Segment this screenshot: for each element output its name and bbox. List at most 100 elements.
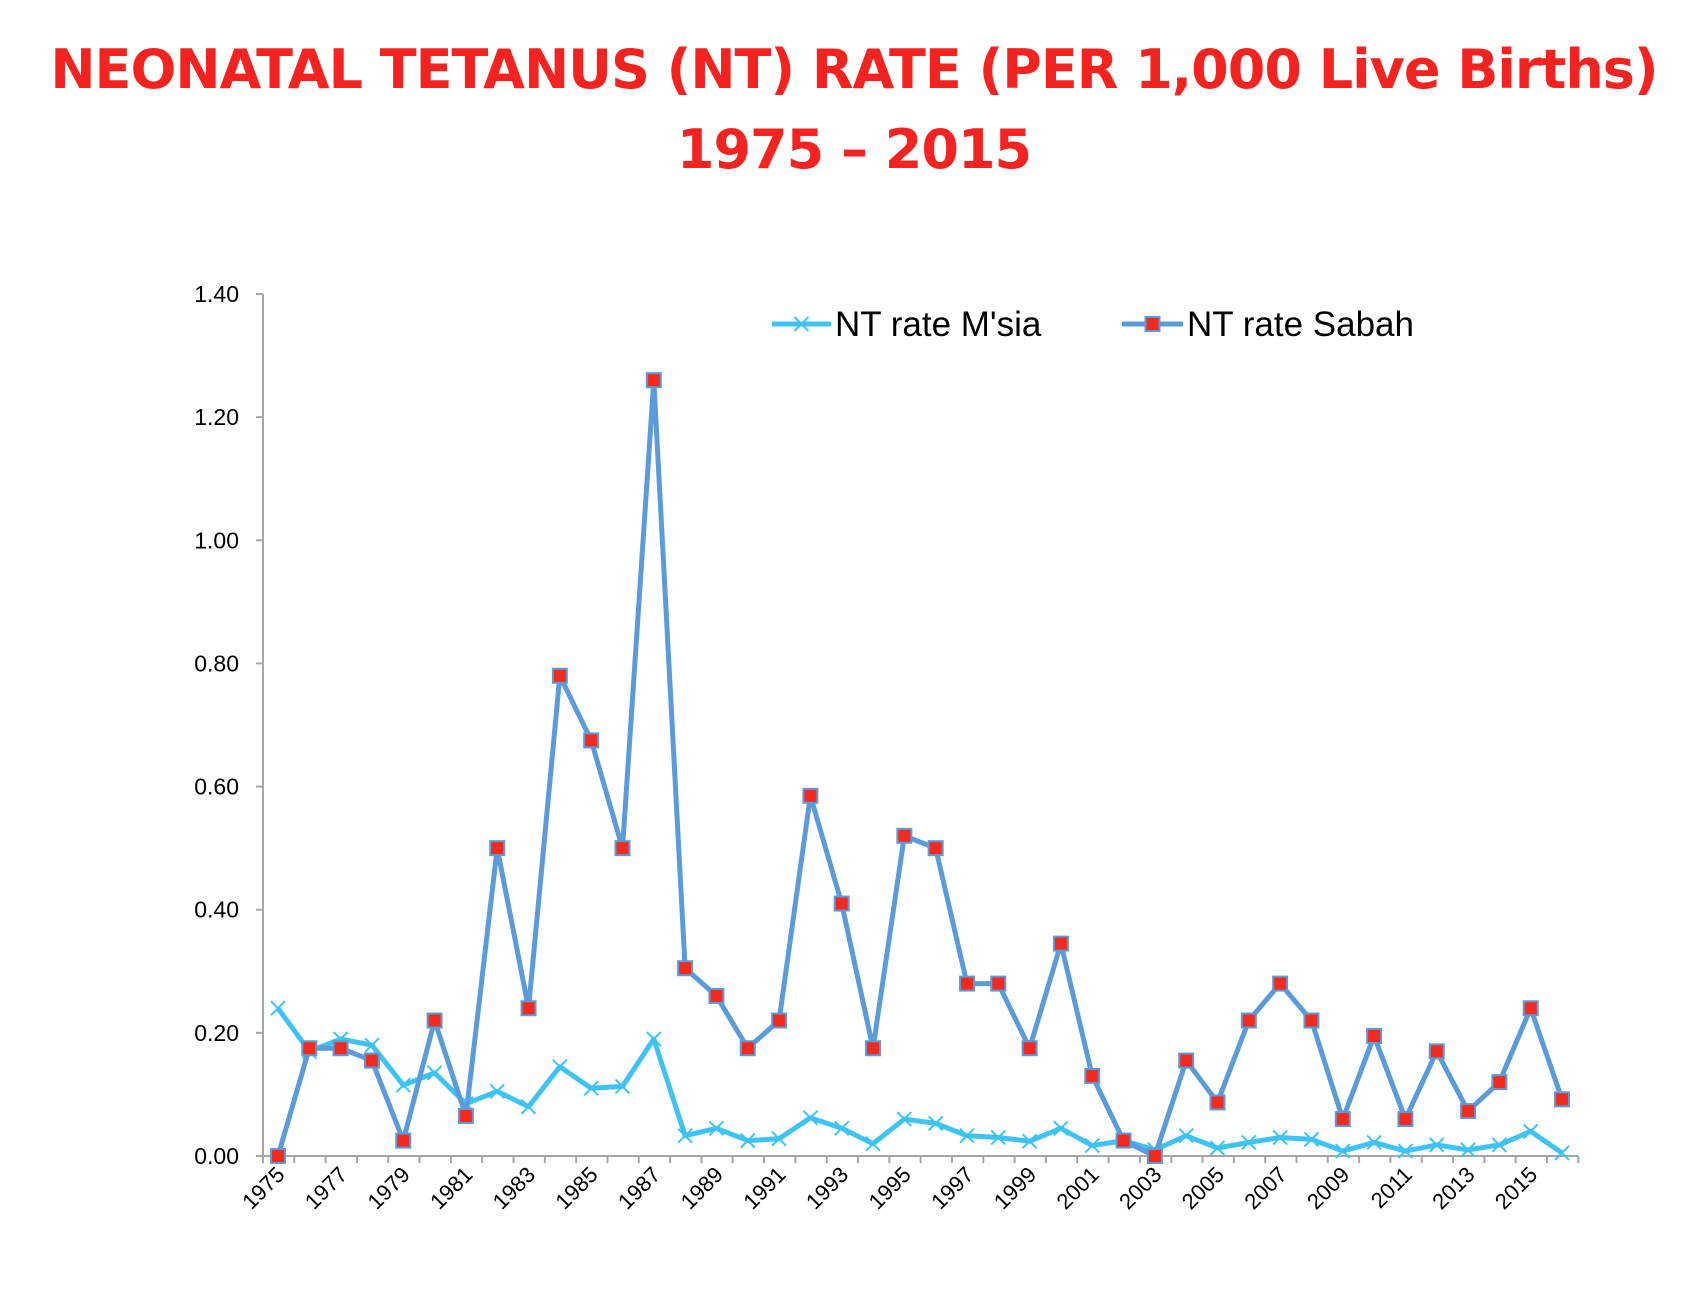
data-point-msia — [520, 1099, 537, 1115]
x-tick-label: 2005 — [1177, 1162, 1229, 1214]
x-tick-label: 1983 — [488, 1162, 540, 1214]
data-point-sabah — [363, 1052, 380, 1069]
data-point-sabah — [520, 1000, 537, 1017]
data-point-sabah — [771, 1012, 788, 1029]
data-point-msia — [646, 1031, 662, 1047]
data-point-msia — [583, 1080, 599, 1096]
y-tick-label: 0.60 — [194, 774, 239, 800]
data-point-sabah — [865, 1040, 882, 1057]
data-point-msia — [1303, 1131, 1320, 1148]
data-point-sabah — [1554, 1091, 1570, 1108]
data-point-msia — [708, 1120, 725, 1136]
data-point-sabah — [614, 840, 631, 857]
y-tick-label: 1.40 — [194, 281, 239, 307]
data-point-sabah — [583, 732, 600, 749]
data-point-msia — [1209, 1140, 1226, 1156]
data-point-msia — [270, 1000, 286, 1016]
data-point-sabah — [1522, 1000, 1539, 1017]
data-point-msia — [1272, 1129, 1288, 1146]
data-point-sabah — [1460, 1103, 1477, 1120]
x-tick-label: 1995 — [864, 1162, 916, 1214]
x-tick-label: 2003 — [1114, 1162, 1166, 1214]
data-point-msia — [489, 1083, 505, 1100]
data-point-msia — [927, 1115, 944, 1132]
x-tick-label: 2015 — [1490, 1162, 1542, 1214]
data-point-msia — [1460, 1142, 1476, 1158]
y-tick-label: 0.20 — [194, 1020, 239, 1046]
data-point-msia — [1241, 1134, 1257, 1151]
data-point-msia — [426, 1065, 443, 1081]
data-point-msia — [1429, 1137, 1445, 1153]
chart-subtitle: 1975 – 2015 — [676, 118, 1032, 181]
data-point-msia — [1554, 1145, 1570, 1161]
x-tick-label: 2007 — [1239, 1162, 1291, 1214]
data-point-msia — [865, 1135, 881, 1152]
data-point-msia — [1053, 1120, 1069, 1136]
series-line-msia — [275, 1006, 1564, 1155]
data-point-sabah — [1428, 1043, 1445, 1060]
data-point-sabah — [332, 1040, 349, 1057]
data-point-msia — [677, 1127, 693, 1144]
data-point-sabah — [1303, 1012, 1320, 1029]
x-tick-label: 1979 — [363, 1162, 415, 1214]
data-point-sabah — [1240, 1012, 1257, 1029]
x-tick-label: 2013 — [1427, 1162, 1479, 1214]
data-point-sabah — [645, 372, 662, 389]
data-point-sabah — [1334, 1111, 1351, 1128]
data-point-msia — [364, 1037, 380, 1053]
x-tick-label: 1991 — [738, 1162, 790, 1214]
data-point-sabah — [739, 1040, 756, 1057]
legend-marker-square-icon — [1144, 316, 1161, 332]
data-point-msia — [1021, 1133, 1038, 1149]
data-point-sabah — [1178, 1052, 1195, 1069]
data-point-sabah — [958, 975, 975, 992]
chart-title: NEONATAL TETANUS (NT) RATE (PER 1,000 Li… — [50, 38, 1658, 101]
data-point-msia — [1178, 1127, 1194, 1144]
data-point-msia — [833, 1120, 850, 1136]
y-tick-label: 1.20 — [194, 404, 239, 430]
data-point-sabah — [457, 1107, 474, 1124]
x-tick-label: 1975 — [237, 1162, 289, 1214]
y-tick-label: 0.00 — [194, 1143, 239, 1169]
data-point-msia — [1522, 1123, 1539, 1140]
y-tick-label: 0.80 — [194, 650, 239, 676]
data-point-msia — [395, 1077, 411, 1093]
data-point-sabah — [1397, 1111, 1414, 1128]
data-point-sabah — [802, 787, 819, 804]
data-point-sabah — [1146, 1148, 1163, 1164]
data-point-msia — [990, 1129, 1006, 1146]
data-point-msia — [802, 1110, 819, 1126]
data-point-msia — [896, 1111, 913, 1127]
data-point-sabah — [677, 960, 694, 977]
data-point-msia — [959, 1127, 975, 1144]
data-point-sabah — [833, 895, 850, 912]
data-point-msia — [1335, 1143, 1351, 1159]
data-point-sabah — [708, 987, 725, 1004]
data-point-sabah — [1209, 1094, 1226, 1111]
x-tick-label: 2009 — [1302, 1162, 1354, 1214]
x-tick-label: 1993 — [801, 1162, 853, 1214]
series-line-sabah — [275, 377, 1565, 1159]
data-point-msia — [1366, 1134, 1382, 1151]
data-point-sabah — [990, 975, 1007, 992]
data-point-sabah — [395, 1132, 412, 1149]
data-point-msia — [1491, 1137, 1508, 1153]
data-point-sabah — [489, 840, 506, 857]
data-point-msia — [740, 1132, 756, 1149]
data-point-sabah — [270, 1148, 286, 1164]
data-point-sabah — [896, 827, 913, 844]
x-tick-label: 1985 — [550, 1162, 602, 1214]
data-point-msia — [552, 1059, 568, 1075]
data-point-msia — [771, 1131, 787, 1147]
data-point-sabah — [1052, 935, 1069, 952]
data-point-sabah — [551, 667, 568, 684]
x-tick-label: 1989 — [676, 1162, 728, 1214]
data-point-msia — [1084, 1137, 1100, 1154]
data-point-sabah — [1491, 1074, 1508, 1091]
x-tick-label: 2001 — [1051, 1162, 1103, 1214]
x-tick-label: 1997 — [926, 1162, 978, 1214]
data-point-sabah — [301, 1040, 318, 1057]
data-point-sabah — [927, 840, 944, 857]
legend-label: NT rate M'sia — [835, 305, 1042, 344]
